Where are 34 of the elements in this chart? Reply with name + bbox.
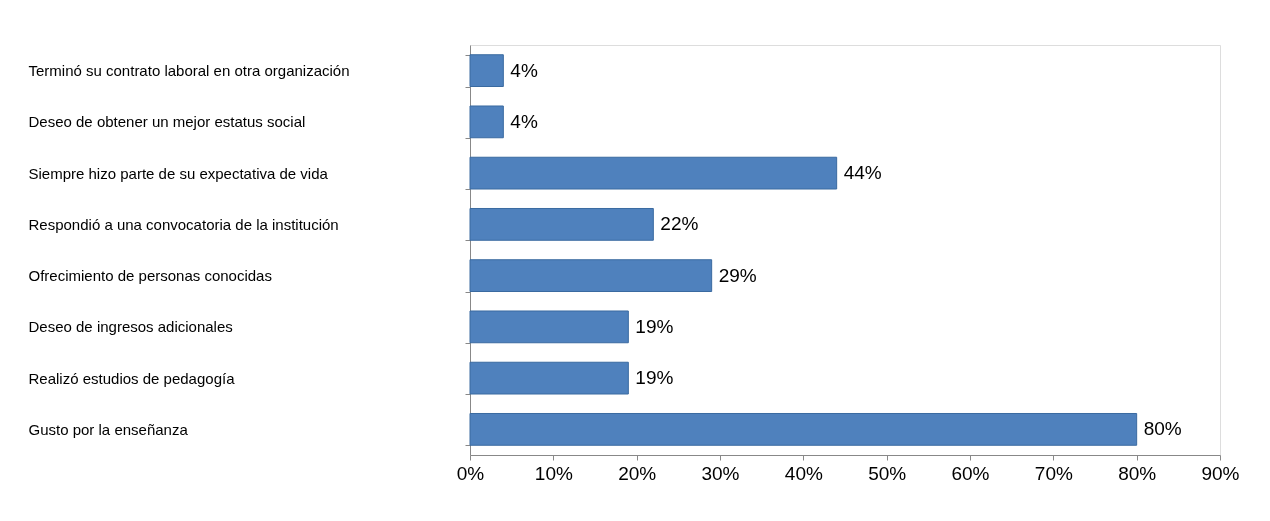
y-tick-label: Deseo de obtener un mejor estatus social <box>28 113 306 131</box>
x-tick-label: 60% <box>951 462 990 484</box>
x-tick-label: 80% <box>1118 462 1157 484</box>
data-label: 4% <box>510 110 538 132</box>
y-tick-label: Siempre hizo parte de su expectativa de vida <box>28 164 329 182</box>
bar <box>469 54 504 88</box>
bar <box>469 361 629 395</box>
y-tick-label: Gusto por la enseñanza <box>28 420 189 438</box>
x-tick-label: 30% <box>701 462 740 484</box>
data-label: 29% <box>718 264 757 286</box>
x-tick-label: 90% <box>1201 462 1240 484</box>
x-tick-label: 40% <box>784 462 823 484</box>
data-label: 44% <box>843 162 882 184</box>
y-tick-label: Realizó estudios de pedagogía <box>28 369 236 387</box>
x-tick-label: 50% <box>868 462 907 484</box>
data-label: 19% <box>635 315 674 337</box>
bar <box>469 310 629 344</box>
bar <box>469 105 504 139</box>
data-label: 4% <box>510 59 538 81</box>
x-tick-label: 70% <box>1034 462 1073 484</box>
y-tick-label: Deseo de ingresos adicionales <box>28 318 233 336</box>
data-label: 22% <box>660 213 699 235</box>
data-label: 19% <box>635 367 674 389</box>
data-label: 80% <box>1143 418 1182 440</box>
y-tick-label: Ofrecimiento de personas conocidas <box>28 267 272 285</box>
x-tick-label: 0% <box>456 462 485 484</box>
bar <box>469 259 713 293</box>
x-tick-label: 20% <box>618 462 657 484</box>
bar <box>469 207 654 241</box>
y-tick-label: Terminó su contrato laboral en otra organización <box>28 62 350 80</box>
bar <box>469 412 1138 446</box>
y-tick-label: Respondió a una convocatoria de la institución <box>28 215 339 233</box>
x-tick-label: 10% <box>534 462 573 484</box>
bar <box>469 156 838 190</box>
